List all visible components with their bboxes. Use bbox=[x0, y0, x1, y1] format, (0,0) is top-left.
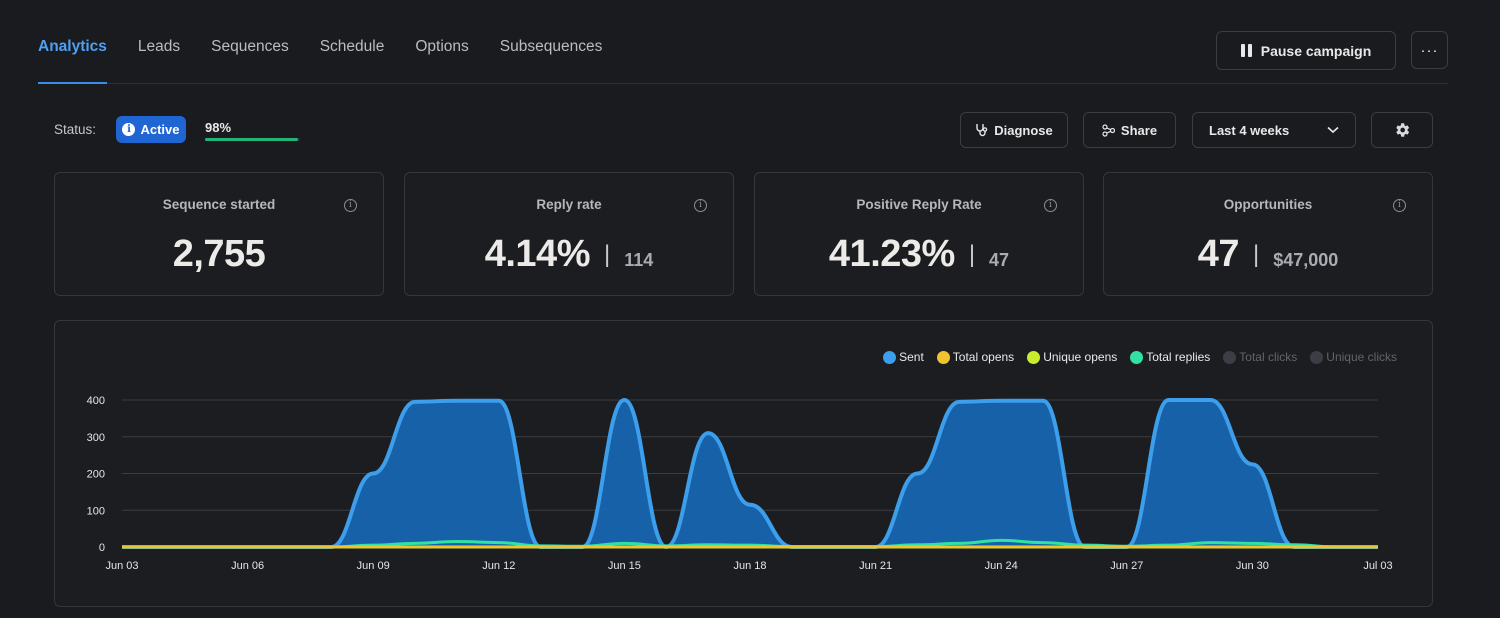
pause-campaign-button[interactable]: Pause campaign bbox=[1216, 31, 1396, 70]
metric-value-row: 2,755 bbox=[55, 233, 383, 276]
progress-bar bbox=[205, 138, 300, 141]
tab-bar: Analytics Leads Sequences Schedule Optio… bbox=[38, 38, 633, 84]
activity-chart-panel: Sent Total opens Unique opens Total replies… bbox=[54, 320, 1433, 607]
metric-title: Positive Reply Rate bbox=[856, 197, 982, 212]
status-label: Status: bbox=[54, 122, 97, 137]
info-icon[interactable]: i bbox=[1044, 199, 1057, 212]
pause-icon bbox=[1240, 44, 1252, 57]
share-icon bbox=[1102, 123, 1115, 137]
info-icon[interactable]: i bbox=[1393, 199, 1406, 212]
status-badge-label: Active bbox=[140, 122, 180, 137]
x-tick-label: Jul 03 bbox=[1363, 560, 1392, 572]
x-tick-label: Jun 27 bbox=[1110, 560, 1143, 572]
legend-label: Total clicks bbox=[1239, 350, 1298, 364]
tab-options[interactable]: Options bbox=[415, 38, 469, 55]
gear-icon bbox=[1396, 123, 1410, 137]
legend-label: Unique clicks bbox=[1326, 350, 1397, 364]
tab-leads[interactable]: Leads bbox=[137, 38, 181, 55]
metric-value-row: 41.23% | 47 bbox=[755, 233, 1083, 276]
divider: | bbox=[1252, 241, 1260, 268]
share-button[interactable]: Share bbox=[1083, 112, 1176, 148]
y-tick-label: 400 bbox=[87, 395, 105, 407]
legend-label: Unique opens bbox=[1043, 350, 1118, 364]
legend-dot bbox=[1310, 350, 1324, 364]
legend-item-total-replies[interactable]: Total replies bbox=[1130, 350, 1210, 364]
legend-label: Total replies bbox=[1146, 350, 1211, 364]
legend-item-unique-clicks[interactable]: Unique clicks bbox=[1310, 350, 1397, 364]
tab-analytics[interactable]: Analytics bbox=[38, 38, 107, 84]
metric-value: 4.14% bbox=[484, 233, 591, 275]
stethoscope-icon bbox=[976, 124, 988, 137]
progress-text: 98% bbox=[205, 120, 232, 135]
share-label: Share bbox=[1120, 122, 1158, 138]
divider: | bbox=[603, 241, 611, 268]
more-options-button[interactable]: ··· bbox=[1411, 31, 1448, 69]
metric-card-reply-rate: Reply rate i 4.14% | 114 bbox=[404, 172, 734, 296]
metric-value: 41.23% bbox=[828, 233, 955, 275]
y-tick-label: 200 bbox=[87, 469, 105, 481]
legend-item-sent[interactable]: Sent bbox=[883, 350, 924, 364]
pause-campaign-label: Pause campaign bbox=[1260, 42, 1372, 59]
metric-value: 2,755 bbox=[172, 233, 266, 275]
tab-schedule[interactable]: Schedule bbox=[319, 38, 385, 55]
x-tick-label: Jun 15 bbox=[608, 560, 641, 572]
tab-subsequences[interactable]: Subsequences bbox=[499, 38, 603, 55]
x-tick-label: Jun 24 bbox=[985, 560, 1018, 572]
legend-dot bbox=[1223, 350, 1237, 364]
x-tick-label: Jun 30 bbox=[1236, 560, 1269, 572]
metric-secondary: $47,000 bbox=[1273, 250, 1339, 270]
legend-dot bbox=[883, 350, 897, 364]
legend-item-total-clicks[interactable]: Total clicks bbox=[1223, 350, 1297, 364]
info-icon: i bbox=[122, 123, 136, 136]
sent-line bbox=[122, 398, 1378, 549]
sent-area bbox=[122, 400, 1378, 547]
metric-value: 47 bbox=[1197, 233, 1240, 275]
metric-title: Reply rate bbox=[536, 197, 602, 212]
x-tick-label: Jun 12 bbox=[482, 560, 515, 572]
y-tick-label: 0 bbox=[99, 542, 105, 554]
legend-label: Total opens bbox=[952, 350, 1015, 364]
x-tick-label: Jun 21 bbox=[859, 560, 892, 572]
chart-legend: Sent Total opens Unique opens Total replies… bbox=[883, 350, 1397, 364]
date-range-label: Last 4 weeks bbox=[1209, 122, 1290, 138]
top-navigation: Analytics Leads Sequences Schedule Optio… bbox=[38, 0, 1448, 84]
metric-card-sequence-started: Sequence started i 2,755 bbox=[54, 172, 384, 296]
legend-item-total-opens[interactable]: Total opens bbox=[936, 350, 1015, 364]
info-icon[interactable]: i bbox=[694, 199, 707, 212]
metric-secondary: 47 bbox=[989, 250, 1010, 270]
metric-title: Opportunities bbox=[1223, 197, 1313, 212]
legend-label: Sent bbox=[899, 350, 924, 364]
x-tick-label: Jun 03 bbox=[105, 560, 138, 572]
settings-button[interactable] bbox=[1371, 112, 1433, 148]
divider: | bbox=[968, 241, 976, 268]
metric-secondary: 114 bbox=[624, 250, 654, 270]
metric-card-positive-reply-rate: Positive Reply Rate i 41.23% | 47 bbox=[754, 172, 1084, 296]
x-tick-label: Jun 18 bbox=[733, 560, 766, 572]
metric-value-row: 47 | $47,000 bbox=[1104, 233, 1432, 276]
legend-item-unique-opens[interactable]: Unique opens bbox=[1027, 350, 1117, 364]
progress-fill bbox=[205, 138, 299, 141]
x-tick-label: Jun 06 bbox=[231, 560, 264, 572]
date-range-select[interactable]: Last 4 weeks bbox=[1192, 112, 1356, 148]
tab-sequences[interactable]: Sequences bbox=[211, 38, 289, 55]
legend-dot bbox=[1027, 350, 1041, 364]
y-tick-label: 100 bbox=[87, 505, 105, 517]
chevron-down-icon bbox=[1327, 126, 1339, 134]
info-icon[interactable]: i bbox=[344, 199, 357, 212]
x-tick-label: Jun 09 bbox=[357, 560, 390, 572]
diagnose-button[interactable]: Diagnose bbox=[960, 112, 1068, 148]
diagnose-label: Diagnose bbox=[994, 122, 1053, 138]
y-tick-label: 300 bbox=[87, 432, 105, 444]
legend-dot bbox=[936, 350, 950, 364]
metric-value-row: 4.14% | 114 bbox=[405, 233, 733, 276]
legend-dot bbox=[1130, 350, 1144, 364]
metric-card-opportunities: Opportunities i 47 | $47,000 bbox=[1103, 172, 1433, 296]
activity-chart: 0 100 200 300 400 Jun 03 Jun 06 Jun 09 Jun 12 Jun… bbox=[87, 395, 1393, 572]
metric-title: Sequence started bbox=[162, 197, 276, 212]
status-badge: i Active bbox=[116, 116, 186, 143]
